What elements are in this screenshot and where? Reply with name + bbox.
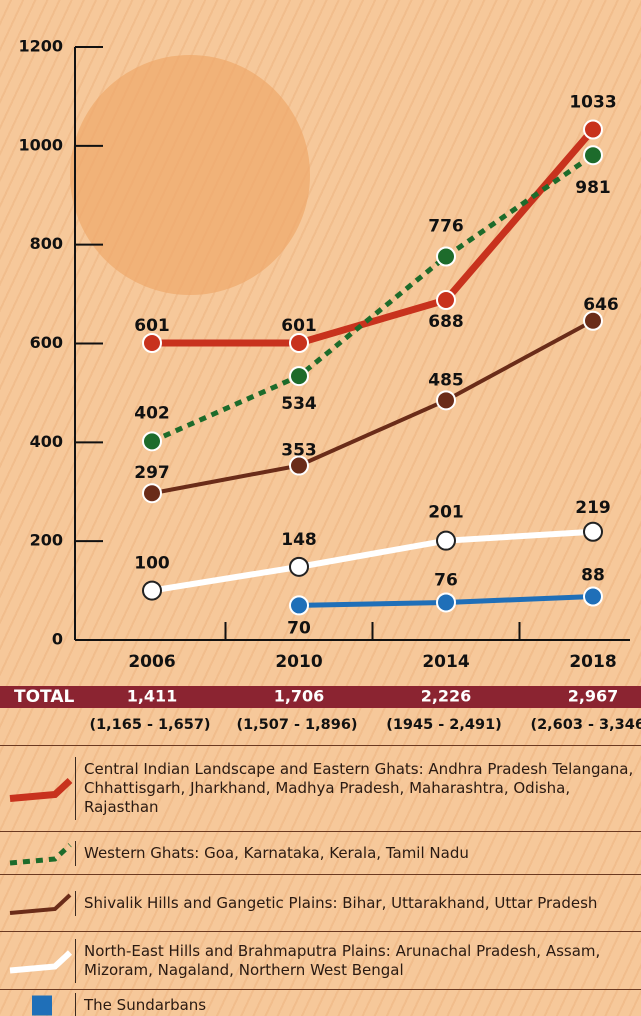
data-label: 402 (134, 403, 170, 423)
legend-line (9, 777, 73, 802)
legend-swatch (9, 893, 72, 915)
legend-entry: Central Indian Landscape and Eastern Gha… (0, 745, 641, 831)
point (436, 290, 456, 311)
point (142, 333, 162, 354)
data-label: 148 (281, 530, 317, 550)
series-line (150, 153, 595, 444)
legend-square (32, 995, 52, 1016)
legend-swatch (9, 950, 73, 974)
legend-entry: North-East Hills and Brahmaputra Plains:… (0, 931, 641, 989)
legend-entry: The Sundarbans (0, 989, 641, 1016)
legend-swatch (9, 777, 73, 802)
total-range: (1,165 - 1,657) (89, 717, 210, 733)
data-label: 601 (281, 316, 317, 336)
data-label: 88 (581, 566, 605, 586)
point (142, 483, 162, 504)
data-label: 70 (287, 618, 311, 638)
data-label: 534 (281, 394, 317, 414)
data-label: 688 (428, 312, 464, 332)
point (142, 431, 162, 452)
data-label: 297 (134, 463, 170, 483)
legend-line (9, 950, 73, 974)
x-tick-label: 2006 (128, 652, 175, 672)
point (583, 145, 603, 166)
legend-label: Central Indian Landscape and Eastern Gha… (75, 757, 641, 820)
data-label: 646 (583, 295, 619, 315)
point (289, 595, 309, 616)
legend-label: Shivalik Hills and Gangetic Plains: Biha… (75, 890, 603, 916)
chart: TOTAL 0 200 400 600 800 1000 1200 2006 1,411 (1,1… (0, 37, 641, 733)
series-line (152, 127, 596, 347)
x-tick-label: 2010 (275, 652, 322, 672)
legend-swatch (9, 843, 72, 866)
total-value: 2,226 (421, 687, 472, 706)
point (436, 592, 456, 613)
y-tick-label: 400 (30, 432, 63, 451)
legend-line (9, 843, 72, 866)
series-line (151, 528, 594, 594)
totals-bar (0, 686, 641, 708)
series-line (151, 319, 594, 496)
point (436, 530, 456, 551)
legend-entry: Shivalik Hills and Gangetic Plains: Biha… (0, 874, 641, 931)
total-range: (1,507 - 1,896) (236, 717, 357, 733)
data-label: 76 (434, 570, 458, 590)
y-tick-label: 800 (30, 234, 63, 253)
total-value: 1,411 (127, 687, 178, 706)
data-label: 776 (428, 217, 464, 237)
total-value: 2,967 (568, 687, 619, 706)
legend-label: North-East Hills and Brahmaputra Plains:… (75, 938, 641, 983)
point (583, 119, 603, 140)
total-value: 1,706 (274, 687, 325, 706)
legend-label: The Sundarbans (75, 993, 212, 1016)
point (436, 246, 456, 267)
data-label: 100 (134, 554, 170, 574)
legend-entry: Western Ghats: Goa, Karnataka, Kerala, T… (0, 831, 641, 874)
y-tick-label: 600 (30, 333, 63, 352)
x-tick-label: 2018 (569, 652, 616, 672)
data-label: 201 (428, 503, 464, 523)
y-tick-label: 0 (52, 630, 63, 649)
point (583, 586, 603, 607)
point (289, 366, 309, 387)
data-label: 485 (428, 370, 464, 390)
decor-circle (70, 55, 310, 295)
y-tick-label: 1000 (18, 135, 63, 154)
total-range: (2,603 - 3,346) (530, 717, 641, 733)
data-label: 1033 (569, 93, 616, 113)
data-label: 353 (281, 441, 317, 461)
legend-label: Western Ghats: Goa, Karnataka, Kerala, T… (75, 840, 475, 866)
point (289, 333, 309, 354)
point (289, 455, 309, 476)
data-label: 981 (575, 178, 611, 198)
data-label: 601 (134, 316, 170, 336)
x-tick-label: 2014 (422, 652, 469, 672)
point (436, 390, 456, 411)
point (583, 521, 603, 542)
totals-label: TOTAL (14, 687, 74, 707)
point (583, 310, 603, 331)
point (289, 556, 309, 577)
y-tick-label: 1200 (18, 37, 63, 56)
y-tick-label: 200 (30, 531, 63, 550)
point (142, 580, 162, 601)
legend: Central Indian Landscape and Eastern Gha… (0, 745, 641, 1016)
legend-swatch (32, 995, 52, 1016)
total-range: (1945 - 2,491) (386, 717, 502, 733)
legend-line (9, 893, 72, 915)
data-label: 219 (575, 498, 611, 518)
